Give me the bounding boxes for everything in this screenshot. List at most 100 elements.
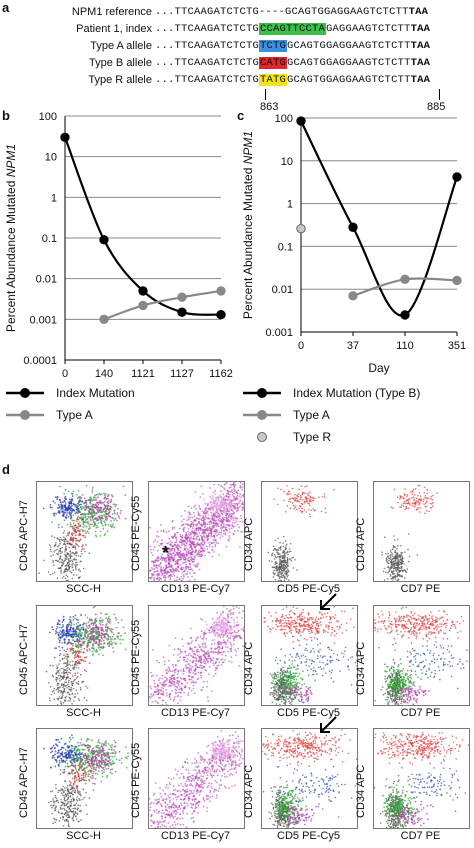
flow-scatter — [263, 606, 357, 705]
event-dot — [227, 503, 230, 506]
event-dot — [220, 658, 223, 661]
event-dot — [214, 504, 217, 507]
event-dot — [159, 697, 161, 699]
event-dot — [67, 505, 70, 508]
event-dot — [71, 532, 73, 535]
event-dot — [186, 573, 188, 576]
event-dot — [152, 693, 155, 696]
event-dot — [69, 507, 72, 510]
event-dot — [85, 505, 88, 508]
event-dot — [401, 569, 404, 572]
event-dot — [279, 676, 282, 678]
event-dot — [69, 621, 71, 624]
event-dot — [195, 651, 198, 653]
event-dot — [172, 573, 175, 575]
event-dot — [63, 638, 66, 641]
event-dot — [200, 617, 202, 620]
event-dot — [320, 510, 323, 513]
event-dot — [198, 555, 200, 558]
event-dot — [159, 562, 162, 564]
event-dot — [156, 541, 159, 543]
event-dot — [405, 507, 408, 509]
event-dot — [96, 632, 98, 634]
event-dot — [75, 558, 78, 561]
data-point — [400, 310, 410, 320]
event-dot — [189, 537, 192, 539]
event-dot — [223, 523, 225, 525]
y-axis-label-text: Percent Abundance Mutated — [4, 177, 18, 332]
event-dot — [237, 529, 239, 532]
event-dot — [397, 545, 399, 547]
event-dot — [73, 509, 75, 511]
event-dot — [85, 638, 88, 640]
event-dot — [181, 534, 184, 537]
event-dot — [230, 507, 233, 510]
event-dot — [217, 646, 220, 649]
flow-plot — [373, 481, 470, 582]
event-dot — [235, 624, 238, 626]
event-dot — [222, 639, 225, 641]
event-dot — [198, 532, 201, 534]
event-dot — [83, 641, 86, 643]
event-dot — [105, 623, 108, 625]
event-dot — [207, 655, 210, 658]
event-dot — [283, 499, 285, 502]
event-dot — [54, 647, 56, 649]
event-dot — [393, 488, 396, 491]
event-dot — [280, 560, 283, 562]
event-dot — [286, 485, 288, 487]
event-dot — [66, 575, 69, 578]
event-dot — [198, 543, 200, 546]
event-dot — [51, 535, 53, 537]
event-dot — [56, 677, 58, 679]
event-dot — [276, 565, 279, 568]
event-dot — [68, 693, 70, 695]
event-dot — [84, 550, 86, 553]
event-dot — [57, 670, 60, 673]
event-dot — [166, 677, 168, 679]
event-dot — [95, 651, 98, 653]
y-tick-label: 10 — [281, 156, 293, 168]
event-dot — [236, 523, 239, 526]
event-dot — [285, 510, 287, 513]
event-dot — [164, 560, 166, 562]
event-dot — [80, 497, 83, 500]
event-dot — [200, 555, 203, 558]
event-dot — [224, 617, 227, 620]
event-dot — [277, 579, 280, 581]
event-dot — [426, 488, 428, 491]
event-dot — [108, 641, 111, 643]
event-dot — [117, 507, 119, 510]
event-dot — [238, 611, 241, 614]
event-dot — [74, 551, 77, 553]
event-dot — [60, 561, 63, 563]
event-dot — [217, 505, 220, 508]
event-dot — [407, 548, 409, 551]
event-dot — [69, 672, 72, 674]
event-dot — [412, 488, 415, 491]
event-dot — [184, 510, 186, 512]
event-dot — [236, 616, 238, 619]
event-dot — [220, 500, 223, 503]
event-dot — [58, 687, 60, 689]
event-dot — [237, 489, 240, 492]
event-dot — [112, 517, 114, 520]
event-dot — [218, 517, 221, 520]
event-dot — [309, 500, 311, 502]
event-dot — [277, 572, 279, 575]
event-dot — [203, 658, 206, 661]
event-dot — [158, 661, 160, 664]
event-dot — [156, 688, 158, 691]
event-dot — [92, 630, 94, 633]
event-dot — [53, 571, 56, 573]
event-dot — [90, 508, 92, 511]
event-dot — [290, 550, 292, 553]
event-dot — [58, 632, 60, 634]
event-dot — [287, 500, 290, 503]
event-dot — [150, 569, 152, 572]
event-dot — [195, 549, 197, 551]
event-dot — [424, 494, 427, 497]
event-dot — [66, 624, 69, 626]
event-dot — [283, 490, 285, 493]
event-dot — [213, 634, 216, 637]
